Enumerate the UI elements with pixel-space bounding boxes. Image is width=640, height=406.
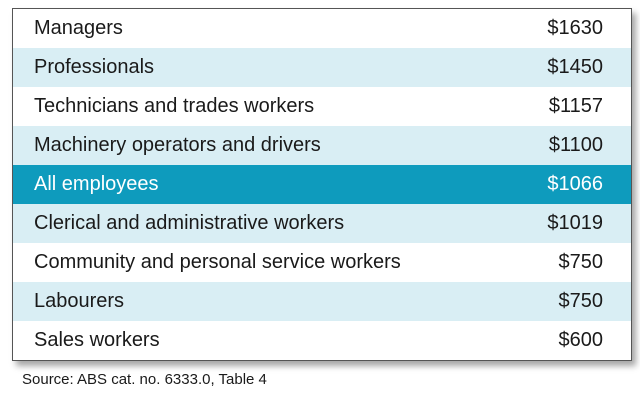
table-row: Labourers $750	[13, 282, 631, 321]
source-note: Source: ABS cat. no. 6333.0, Table 4	[22, 371, 267, 388]
earnings-cell: $750	[558, 290, 604, 312]
occupation-cell: Sales workers	[34, 329, 160, 351]
table-row: Sales workers $600	[13, 321, 631, 360]
occupation-cell: Technicians and trades workers	[34, 95, 315, 117]
earnings-cell: $1019	[547, 212, 603, 234]
table: Managers $1630 Professionals $1450 Technicia…	[12, 8, 632, 361]
table-row: Community and personal service workers $7…	[13, 243, 631, 282]
table-row: Technicians and trades workers $1157	[13, 87, 631, 126]
occupation-cell: Professionals	[34, 56, 155, 78]
table-row: All employees $1066	[13, 165, 631, 204]
table-row: Managers $1630	[13, 9, 631, 48]
earnings-cell: $750	[558, 251, 604, 273]
occupation-cell: Managers	[34, 17, 123, 39]
earnings-cell: $600	[558, 329, 604, 351]
occupation-cell: All employees	[34, 173, 159, 195]
occupation-cell: Clerical and administrative workers	[34, 212, 345, 234]
occupation-cell: Labourers	[34, 290, 125, 312]
earnings-cell: $1066	[547, 173, 603, 195]
table-row: Clerical and administrative workers $1019	[13, 204, 631, 243]
earnings-cell: $1100	[548, 134, 603, 156]
earnings-cell: $1630	[547, 17, 603, 39]
earnings-cell: $1450	[547, 56, 603, 78]
table-row: Machinery operators and drivers $1100	[13, 126, 631, 165]
occupation-cell: Machinery operators and drivers	[34, 134, 321, 156]
earnings-cell: $1157	[548, 95, 603, 117]
occupation-cell: Community and personal service workers	[34, 251, 401, 273]
table-row: Professionals $1450	[13, 48, 631, 87]
